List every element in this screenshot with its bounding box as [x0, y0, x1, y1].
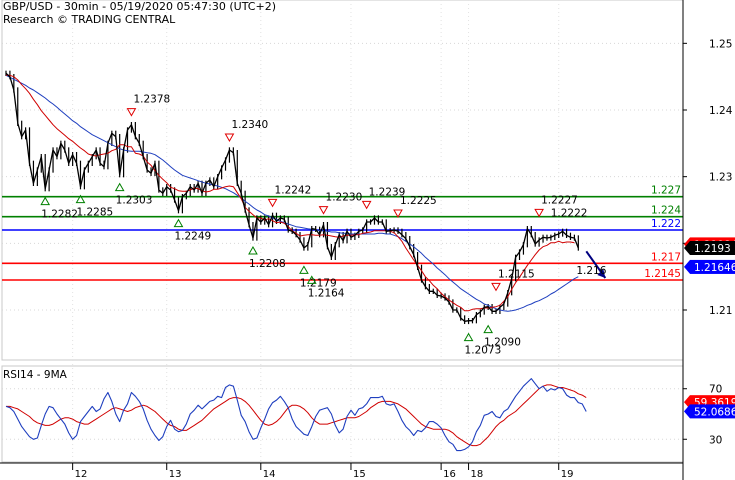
- x-tick-label: 18: [471, 469, 484, 480]
- swing-low-label: 1.2303: [116, 195, 153, 207]
- swing-high-label: 1.2225: [400, 195, 437, 207]
- swing-low-label: 1.2282: [41, 209, 78, 221]
- level-label: 1.227: [651, 185, 681, 197]
- swing-high-label: 1.2340: [231, 119, 268, 131]
- price-tag-box: [690, 259, 735, 274]
- swing-high-marker: [491, 282, 501, 292]
- price-line: [5, 72, 579, 322]
- price-y-tick-label: 1.25: [709, 38, 732, 50]
- price-tag-pointer: [684, 259, 690, 274]
- swing-high-label: 1.2239: [369, 186, 406, 198]
- x-tick-label: 19: [561, 469, 574, 480]
- price-y-tick-label: 1.23: [709, 172, 732, 184]
- price-y-tick-label: 1.21: [709, 305, 732, 317]
- swing-low-marker: [299, 265, 309, 274]
- rsi-tag-pointer: [684, 395, 690, 410]
- level-label: 1.224: [651, 205, 681, 217]
- swing-high-label: 1.2230: [326, 192, 363, 204]
- rsi-tag-pointer: [684, 404, 690, 419]
- level-label: 1.222: [651, 218, 681, 230]
- rsi-tag-box: [690, 404, 735, 419]
- swing-low-label: 1.2073: [465, 345, 502, 357]
- price-tag-pointer: [684, 241, 690, 255]
- x-tick-label: 15: [353, 469, 366, 480]
- swing-high-marker: [224, 133, 235, 143]
- swing-high-label: 1.2242: [275, 184, 312, 196]
- swing-high-label: 1.2115: [498, 268, 535, 280]
- moving-average-red-line: [6, 74, 575, 312]
- rsi-y-tick-label: 70: [709, 384, 722, 396]
- swing-high-label: 1.2378: [133, 94, 170, 106]
- x-tick-label: 16: [443, 469, 456, 480]
- level-label: 1.2145: [644, 268, 681, 280]
- swing-low-marker: [483, 324, 494, 334]
- swing-low-marker: [75, 194, 86, 204]
- swing-low-marker: [306, 275, 317, 284]
- price-tag-label: 1.21646: [694, 262, 735, 274]
- x-tick-label: 14: [263, 469, 276, 480]
- swing-low-label: 1.2249: [174, 231, 211, 243]
- rsi-line: [5, 378, 587, 452]
- swing-flat-label: 1.2222: [551, 208, 588, 220]
- swing-high-marker: [126, 108, 137, 117]
- swing-high-marker: [318, 206, 329, 215]
- x-tick-label: 12: [75, 469, 88, 480]
- moving-average-blue-line: [5, 74, 579, 312]
- swing-low-marker: [173, 218, 184, 228]
- swing-high-marker: [393, 209, 403, 219]
- swing-low-marker: [114, 182, 125, 192]
- rsi-tag-label: 52.0686: [694, 406, 735, 418]
- forecast-arrow-head: [597, 269, 606, 278]
- swing-high-marker: [267, 198, 278, 208]
- rsi-title: RSI14 - 9MA: [3, 369, 68, 381]
- swing-high-marker: [534, 208, 544, 218]
- rsi-ma-line: [6, 384, 587, 447]
- swing-high-marker: [361, 200, 372, 210]
- swing-high-label: 1.2227: [541, 194, 578, 206]
- chart-subtitle: Research © TRADING CENTRAL: [3, 13, 176, 26]
- swing-low-marker: [463, 332, 474, 342]
- partial-level-label: 1.216: [576, 265, 606, 277]
- swing-low-label: 1.2164: [308, 287, 345, 299]
- rsi-y-tick-label: 30: [709, 434, 722, 446]
- swing-low-label: 1.2208: [249, 258, 286, 270]
- swing-low-marker: [248, 245, 258, 255]
- x-tick-label: 13: [169, 469, 182, 480]
- price-tag-box: [690, 241, 735, 255]
- chart-title: GBP/USD - 30min - 05/19/2020 05:47:30 (U…: [3, 0, 276, 13]
- swing-low-marker: [40, 196, 51, 206]
- swing-low-label: 1.2285: [76, 207, 113, 219]
- price-y-tick-label: 1.24: [709, 105, 733, 117]
- level-label: 1.217: [651, 251, 681, 263]
- price-tag-label: 1.2193: [694, 243, 731, 255]
- swing-low-label: 1.2090: [484, 337, 521, 349]
